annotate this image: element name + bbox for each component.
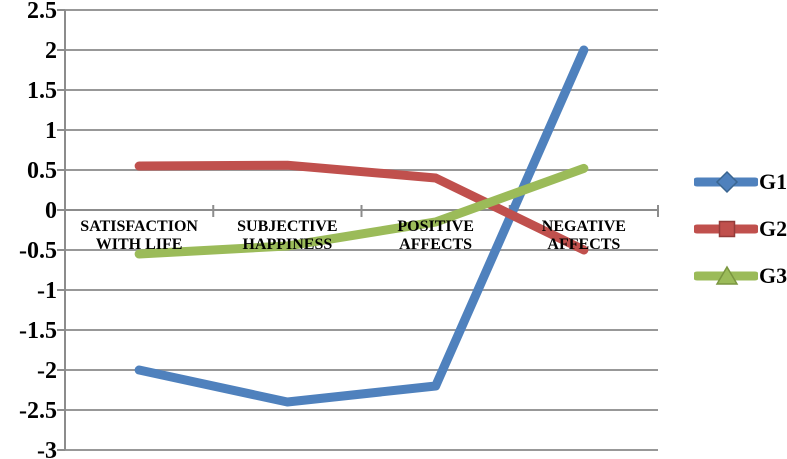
legend-swatch-g2-square-icon [694,220,758,238]
y-axis-tick-label: -0.5 [19,238,57,264]
legend-label-g3: G3 [759,263,787,288]
legend-label-g2: G2 [759,216,787,241]
y-axis-tick-label: 2 [45,38,57,64]
y-axis-tick-label: 1 [45,118,57,144]
legend-item-g2[interactable]: G2 [694,215,787,243]
diamond-marker-icon [715,170,739,194]
y-axis-tick-label: -1 [37,278,57,304]
axis-labels: 2.5 2 1.5 1 0.5 0 -0.5 -1 -1.5 -2 -2.5 -3 SATISFACTI… [19,0,626,459]
square-marker-icon [718,220,736,238]
y-axis-tick-label: 0.5 [27,158,57,184]
x-axis-category-label: NEGATIVE AFFECTS [542,218,626,253]
series-line-g2[interactable] [134,160,589,255]
legend-swatch-g1-diamond-icon [694,170,758,194]
y-axis-tick-label: 0 [45,198,57,224]
x-axis-category-label: POSITIVE AFFECTS [397,218,473,253]
series-line-g1[interactable] [134,45,589,407]
y-axis-tick-label: -2.5 [19,398,57,424]
y-axis-tick-label: -1.5 [19,318,57,344]
y-axis-tick-label: 2.5 [27,0,57,24]
chart-legend: G1 G2 G3 [694,168,787,290]
legend-swatch-g3-triangle-icon [694,265,758,285]
x-axis-category-label: SUBJECTIVE HAPPINESS [237,218,337,253]
legend-label-g1: G1 [759,169,787,194]
legend-item-g1[interactable]: G1 [694,168,787,196]
y-axis-tick-label: -2 [37,358,57,384]
y-axis-tick-label: -3 [37,438,57,459]
legend-item-g3[interactable]: G3 [694,262,787,290]
axes [57,9,659,451]
x-axis-category-label: SATISFACTION WITH LIFE [80,218,198,253]
series-line-g3[interactable] [134,163,589,259]
y-axis-tick-label: 1.5 [27,78,57,104]
triangle-marker-icon [715,265,739,285]
series-lines [134,45,589,407]
